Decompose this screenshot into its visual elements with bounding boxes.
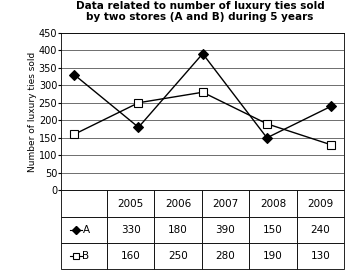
Text: 160: 160 (121, 251, 141, 261)
Text: 190: 190 (263, 251, 283, 261)
Bar (202, 190, 249, 217)
Bar (249, 190, 297, 217)
Text: Data related to number of luxury ties sold: Data related to number of luxury ties so… (76, 1, 324, 11)
Bar (202, 243, 249, 269)
Text: B: B (82, 251, 90, 261)
Y-axis label: Number of luxury ties sold: Number of luxury ties sold (28, 51, 37, 172)
Bar (297, 190, 344, 217)
Text: 2007: 2007 (212, 199, 239, 209)
Text: 180: 180 (168, 225, 188, 235)
Text: by two stores (A and B) during 5 years: by two stores (A and B) during 5 years (86, 12, 314, 22)
Text: 240: 240 (310, 225, 330, 235)
Bar (202, 217, 249, 243)
Text: 280: 280 (216, 251, 236, 261)
Text: 330: 330 (121, 225, 141, 235)
Text: 2006: 2006 (165, 199, 191, 209)
Bar (249, 243, 297, 269)
Text: 130: 130 (310, 251, 330, 261)
Text: A: A (82, 225, 90, 235)
Text: 390: 390 (216, 225, 236, 235)
Text: 250: 250 (168, 251, 188, 261)
Bar (249, 217, 297, 243)
Bar (154, 190, 202, 217)
Bar (61, 190, 107, 217)
Bar (297, 217, 344, 243)
Text: 150: 150 (263, 225, 283, 235)
Bar (154, 243, 202, 269)
Text: 2009: 2009 (307, 199, 333, 209)
Bar (107, 190, 154, 217)
Bar (61, 217, 107, 243)
Text: 2005: 2005 (118, 199, 144, 209)
Bar (107, 217, 154, 243)
Bar (61, 243, 107, 269)
Bar (107, 243, 154, 269)
Text: 2008: 2008 (260, 199, 286, 209)
Bar (154, 217, 202, 243)
Bar (297, 243, 344, 269)
